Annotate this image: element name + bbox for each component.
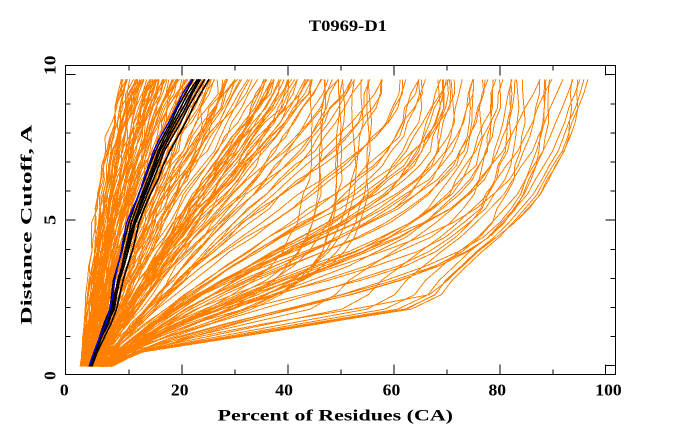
svg-text:0: 0 — [40, 371, 59, 380]
svg-text:60: 60 — [383, 381, 401, 400]
svg-text:10: 10 — [40, 55, 59, 75]
svg-text:80: 80 — [489, 381, 507, 400]
svg-text:5: 5 — [40, 215, 59, 225]
svg-text:Percent of Residues (CA): Percent of Residues (CA) — [218, 407, 453, 424]
svg-text:40: 40 — [275, 381, 293, 400]
svg-text:0: 0 — [60, 381, 69, 400]
svg-text:T0969-D1: T0969-D1 — [309, 18, 387, 35]
svg-text:100: 100 — [595, 381, 621, 400]
svg-text:Distance Cutoff, A: Distance Cutoff, A — [19, 124, 36, 325]
svg-text:20: 20 — [171, 381, 189, 400]
